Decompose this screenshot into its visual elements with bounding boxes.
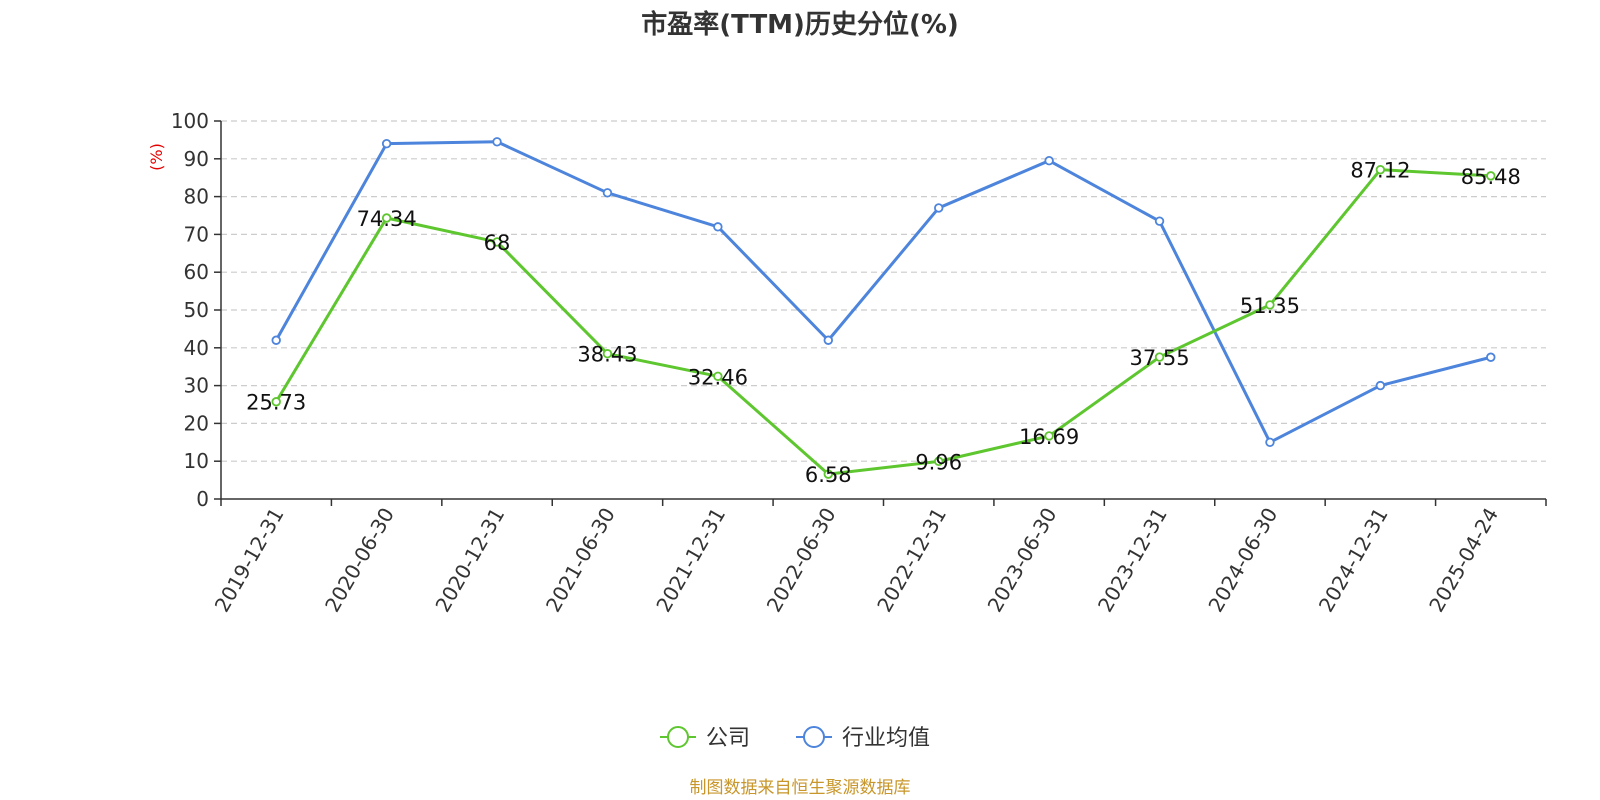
y-tick-label: 80 bbox=[184, 185, 209, 209]
x-tick-label: 2023-06-30 bbox=[983, 504, 1062, 617]
data-point[interactable] bbox=[934, 203, 944, 213]
data-point[interactable] bbox=[1375, 380, 1386, 391]
x-tick-label: 2022-06-30 bbox=[762, 504, 841, 617]
y-tick-label: 20 bbox=[184, 411, 209, 435]
series-line bbox=[274, 168, 1491, 476]
x-tick-label: 2020-06-30 bbox=[320, 504, 399, 617]
data-label: 38.43 bbox=[577, 343, 637, 367]
data-label: 16.69 bbox=[1019, 425, 1079, 449]
data-label: 37.55 bbox=[1129, 346, 1189, 370]
data-point[interactable] bbox=[713, 222, 723, 232]
data-point[interactable] bbox=[1486, 171, 1496, 181]
data-point[interactable] bbox=[1154, 352, 1165, 362]
y-tick-label: 70 bbox=[184, 222, 209, 246]
data-point[interactable] bbox=[1044, 431, 1054, 441]
data-point[interactable] bbox=[1265, 300, 1275, 310]
x-tick-label: 2024-12-31 bbox=[1314, 504, 1393, 617]
y-tick-label: 30 bbox=[184, 374, 209, 398]
series-line bbox=[274, 140, 1492, 444]
data-point[interactable] bbox=[1486, 352, 1496, 362]
y-tick-label: 60 bbox=[184, 260, 209, 284]
data-point[interactable] bbox=[1375, 164, 1386, 175]
y-tick-label: 0 bbox=[196, 487, 209, 511]
x-tick-label: 2020-12-31 bbox=[430, 503, 509, 616]
data-label: 51.35 bbox=[1240, 294, 1300, 318]
data-label: 32.46 bbox=[688, 365, 748, 389]
legend-marker bbox=[803, 726, 825, 748]
x-tick-label: 2022-12-31 bbox=[872, 503, 951, 616]
data-point[interactable] bbox=[381, 213, 392, 223]
x-tick-label: 2023-12-31 bbox=[1093, 504, 1172, 617]
data-point[interactable] bbox=[1044, 155, 1054, 166]
y-tick-label: 90 bbox=[184, 147, 209, 171]
data-point[interactable] bbox=[492, 137, 502, 147]
data-point[interactable] bbox=[602, 349, 613, 359]
gridlines bbox=[221, 120, 1546, 462]
data-point[interactable] bbox=[271, 397, 281, 407]
data-label: 68 bbox=[484, 231, 511, 255]
legend-marker bbox=[667, 726, 689, 748]
data-point[interactable] bbox=[271, 335, 281, 345]
data-label: 74.34 bbox=[357, 207, 417, 231]
data-point[interactable] bbox=[934, 456, 944, 467]
y-tick-label: 100 bbox=[171, 109, 209, 133]
data-point[interactable] bbox=[823, 469, 833, 479]
data-label: 85.48 bbox=[1461, 165, 1521, 189]
legend[interactable]: 公司 行业均值 bbox=[660, 726, 930, 751]
data-point[interactable] bbox=[492, 237, 502, 247]
x-tick-label: 2024-06-30 bbox=[1203, 504, 1282, 617]
y-axis-unit-label: (%) bbox=[147, 143, 166, 171]
y-tick-label: 40 bbox=[184, 336, 209, 360]
data-point[interactable] bbox=[713, 371, 723, 382]
legend-label[interactable]: 行业均值 bbox=[842, 726, 930, 751]
data-label: 87.12 bbox=[1350, 159, 1410, 183]
axes: 0 10 20 30 40 50 60 70 80 90 100 2019-12-31 2020-06-… bbox=[171, 109, 1547, 617]
chart-title: 市盈率(TTM)历史分位(%) bbox=[641, 9, 959, 40]
x-tick-label: 2021-12-31 bbox=[651, 504, 730, 617]
y-tick-label: 10 bbox=[184, 449, 209, 473]
data-label: 6.58 bbox=[805, 463, 852, 487]
data-point[interactable] bbox=[602, 188, 613, 198]
series-lines bbox=[271, 137, 1496, 479]
data-point[interactable] bbox=[1265, 437, 1275, 447]
x-tick-label: 2025-04-24 bbox=[1424, 504, 1503, 617]
data-label: 25.73 bbox=[246, 391, 306, 415]
legend-label[interactable]: 公司 bbox=[706, 726, 750, 751]
data-labels: 25.73 74.34 68 38.43 32.46 6.58 9.96 16.69 37.55… bbox=[246, 159, 1521, 487]
y-tick-label: 50 bbox=[184, 298, 209, 322]
x-tick-label: 2019-12-31 bbox=[210, 504, 289, 617]
data-point[interactable] bbox=[1154, 216, 1165, 226]
data-label: 9.96 bbox=[915, 450, 962, 474]
data-source-note: 制图数据来自恒生聚源数据库 bbox=[690, 778, 911, 798]
data-point[interactable] bbox=[381, 138, 392, 149]
x-tick-label: 2021-06-30 bbox=[541, 504, 620, 617]
data-point[interactable] bbox=[823, 335, 833, 345]
